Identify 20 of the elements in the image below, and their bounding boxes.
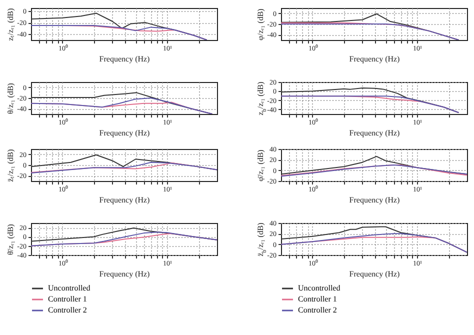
y-axis-title: z̈ₜ/zᵣ₁ (dB)	[6, 148, 16, 182]
x-axis-title: Frequency (Hz)	[99, 128, 150, 138]
y-axis-title: φ/zᵣ₁ (dB)	[256, 8, 266, 40]
legend-label: Uncontrolled	[298, 284, 340, 292]
y-axis-title: zₜ/zᵣ₁ (dB)	[6, 8, 16, 41]
legend-label: Controller 2	[298, 306, 337, 314]
legend-label: Controller 1	[298, 294, 337, 304]
legend-label: Controller 2	[48, 306, 87, 314]
x-axis-title: Frequency (Hz)	[99, 54, 150, 64]
x-axis-title: Frequency (Hz)	[349, 54, 400, 64]
x-axis-title: Frequency (Hz)	[349, 128, 400, 138]
x-axis-title: Frequency (Hz)	[349, 196, 400, 204]
y-axis-title: φ̈/zᵣ₁ (dB)	[256, 149, 266, 182]
legend-label: Uncontrolled	[48, 284, 90, 292]
y-axis-title: θ̈/zᵣ₁ (dB)	[6, 224, 16, 255]
legend-label: Controller 1	[48, 294, 87, 304]
x-axis-title: Frequency (Hz)	[99, 270, 150, 278]
y-axis-title: θ/zᵣ₁ (dB)	[6, 82, 16, 114]
x-axis-title: Frequency (Hz)	[99, 196, 150, 204]
x-axis-title: Frequency (Hz)	[349, 270, 400, 278]
